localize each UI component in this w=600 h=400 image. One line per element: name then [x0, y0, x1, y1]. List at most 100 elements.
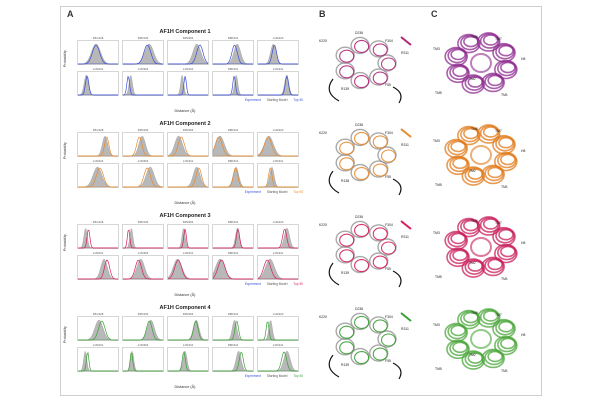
helix-coil	[461, 258, 486, 278]
subplot-axes	[77, 40, 119, 65]
residue-label: D236	[355, 215, 364, 219]
subplot-axes	[257, 40, 299, 65]
helix-gray	[350, 71, 370, 90]
helix-coil	[484, 165, 504, 182]
subplot-label: D80/311	[227, 312, 239, 316]
subplot-label: L1N/304	[137, 67, 149, 71]
legend-item: Experiment	[244, 98, 261, 102]
distance-subplot: D80/311	[212, 128, 254, 157]
subplot-label: L1N/311	[272, 159, 284, 163]
helix-bundle: TM3 TM6 TM7 H8 TM5 TM2 TM1	[425, 201, 537, 293]
helix-coil	[494, 243, 518, 264]
component-title: AF1H Component 2	[159, 121, 211, 127]
tm-label: TM5	[435, 183, 442, 187]
residue-label: K220	[319, 223, 327, 227]
central-helix	[470, 237, 492, 257]
subplot-axes	[77, 71, 119, 96]
helix-coil	[460, 218, 480, 235]
helix-coil	[457, 33, 481, 54]
distance-subplot: L1N/231	[77, 159, 119, 188]
helix-colored	[354, 74, 370, 89]
legend-item: Starting Model	[266, 374, 288, 378]
helix-gray	[369, 160, 389, 178]
subplot-axes	[167, 132, 209, 157]
helix-gray	[369, 68, 389, 86]
subplot-label: L1N/231	[92, 159, 104, 163]
helix-coil	[464, 75, 485, 91]
tm-label: H8	[521, 241, 526, 245]
component-block: AF1H Component 1 Probability D51/128 D05/13…	[63, 29, 305, 117]
panel-c-helix-bundles: TM3 TM6 TM7 H8 TM5 TM2 TM1 TM3 TM6 TM7 H8 TM5 TM2 TM1…	[425, 7, 541, 395]
helix-coil	[492, 134, 516, 155]
tm-label: TM6	[471, 127, 478, 131]
residue-label: F304	[385, 131, 393, 135]
helix-colored	[372, 347, 388, 361]
ligand-stick	[400, 36, 412, 46]
protein-structure	[328, 128, 412, 196]
helix-coil	[450, 48, 466, 61]
distance-subplot: L1N/304	[122, 67, 164, 96]
subplot-label: L1N/220	[272, 36, 284, 40]
subplot-label: D05/304	[182, 220, 194, 224]
helix-gray	[350, 163, 370, 182]
subplot-label: D05/134	[137, 220, 149, 224]
helix-coil	[487, 258, 503, 271]
helix-coil	[452, 341, 468, 354]
helix-gray	[350, 347, 370, 366]
helix-coil	[464, 259, 485, 275]
helix-coil	[467, 76, 484, 88]
subplot-label: L1N/311	[272, 67, 284, 71]
component-block: AF1H Component 3 Probability D51/128 D05/13…	[63, 213, 305, 301]
helix-colored	[339, 157, 355, 171]
subplot-label: L1N/220	[272, 220, 284, 224]
helix-coil	[494, 59, 518, 80]
distance-subplot: L1N/311	[257, 67, 299, 96]
helix-coil	[444, 46, 468, 67]
subplot-axes	[122, 255, 164, 280]
subplot-label: D80/311	[227, 220, 239, 224]
helix-coil	[479, 125, 500, 141]
subplot-label: L1N/231	[92, 251, 104, 255]
tm-label: TM6	[471, 35, 478, 39]
helix-gray	[377, 238, 397, 256]
distance-subplot: D05/134	[122, 128, 164, 157]
motion-arrow	[328, 354, 340, 378]
helix-colored	[372, 319, 388, 333]
distance-subplot: L1N/311	[167, 343, 209, 372]
residue-label: D236	[355, 123, 364, 127]
subplot-label: D80/311	[227, 128, 239, 132]
x-axis-label: Distance (Å)	[174, 385, 196, 389]
residue-label: R311	[401, 143, 409, 147]
subplot-axes	[77, 255, 119, 280]
helix-bundle-structure	[444, 308, 518, 370]
protein-structure	[328, 220, 412, 288]
distance-subplot: D51/128	[77, 220, 119, 249]
helix-gray	[335, 322, 355, 340]
legend-item: Starting Model	[266, 190, 288, 194]
structure-overlay: K220 D236 F304 R311 R139 F55	[313, 17, 425, 109]
helix-gray	[335, 46, 355, 64]
helix-colored	[339, 249, 355, 263]
helix-coil	[452, 65, 468, 78]
subplot-label: L1N/311	[182, 159, 194, 163]
distance-subplot: D51/128	[77, 312, 119, 341]
helix-colored	[380, 241, 397, 255]
helix-colored	[339, 49, 355, 63]
subplot-label: L1N/304	[137, 343, 149, 347]
tm-label: TM1	[501, 369, 508, 373]
helix-coil	[446, 155, 470, 176]
helix-coil	[482, 126, 499, 138]
central-helix	[470, 145, 492, 165]
residue-label: F304	[385, 39, 393, 43]
distance-subplot: D80/311	[212, 67, 254, 96]
distance-subplot: D51/128	[77, 36, 119, 65]
subplot-label: L1N/311	[182, 251, 194, 255]
helix-gray	[369, 316, 389, 334]
helix-coil	[444, 322, 468, 343]
helix-colored	[380, 57, 397, 71]
legend-item: Top 50	[293, 374, 303, 378]
y-axis-label: Probability	[63, 50, 67, 67]
subplot-label: L1N/220	[272, 128, 284, 132]
helix-coil	[500, 153, 516, 166]
subplot-axes	[77, 224, 119, 249]
